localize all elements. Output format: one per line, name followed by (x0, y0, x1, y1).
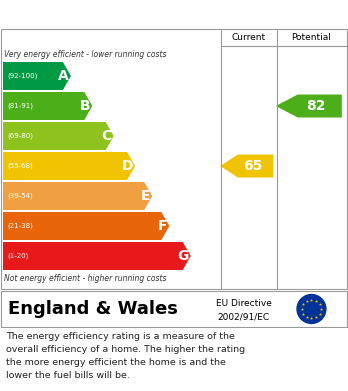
Polygon shape (3, 92, 92, 120)
Text: F: F (158, 219, 167, 233)
Text: B: B (80, 99, 90, 113)
Text: (21-38): (21-38) (7, 223, 33, 229)
Circle shape (297, 294, 326, 323)
Text: (39-54): (39-54) (7, 193, 33, 199)
Text: Not energy efficient - higher running costs: Not energy efficient - higher running co… (4, 274, 166, 283)
Text: G: G (177, 249, 189, 263)
Text: Potential: Potential (291, 32, 331, 41)
Text: Energy Efficiency Rating: Energy Efficiency Rating (63, 7, 285, 22)
Polygon shape (3, 122, 114, 150)
Polygon shape (276, 95, 342, 117)
Text: England & Wales: England & Wales (8, 300, 178, 318)
Text: (81-91): (81-91) (7, 103, 33, 109)
Polygon shape (3, 62, 71, 90)
Text: The energy efficiency rating is a measure of the
overall efficiency of a home. T: The energy efficiency rating is a measur… (6, 332, 245, 380)
Text: (92-100): (92-100) (7, 73, 37, 79)
Text: Very energy efficient - lower running costs: Very energy efficient - lower running co… (4, 50, 166, 59)
Text: C: C (102, 129, 112, 143)
Polygon shape (3, 212, 169, 240)
Text: A: A (58, 69, 69, 83)
Polygon shape (3, 182, 152, 210)
Text: Current: Current (232, 32, 266, 41)
Text: 65: 65 (243, 159, 262, 173)
Polygon shape (220, 154, 273, 178)
Text: EU Directive: EU Directive (216, 299, 271, 308)
Text: D: D (121, 159, 133, 173)
Text: 2002/91/EC: 2002/91/EC (218, 312, 270, 321)
Text: (69-80): (69-80) (7, 133, 33, 139)
Text: E: E (141, 189, 150, 203)
Text: 82: 82 (306, 99, 326, 113)
Text: (1-20): (1-20) (7, 253, 29, 259)
Polygon shape (3, 152, 135, 180)
Text: (55-68): (55-68) (7, 163, 33, 169)
Polygon shape (3, 242, 191, 270)
